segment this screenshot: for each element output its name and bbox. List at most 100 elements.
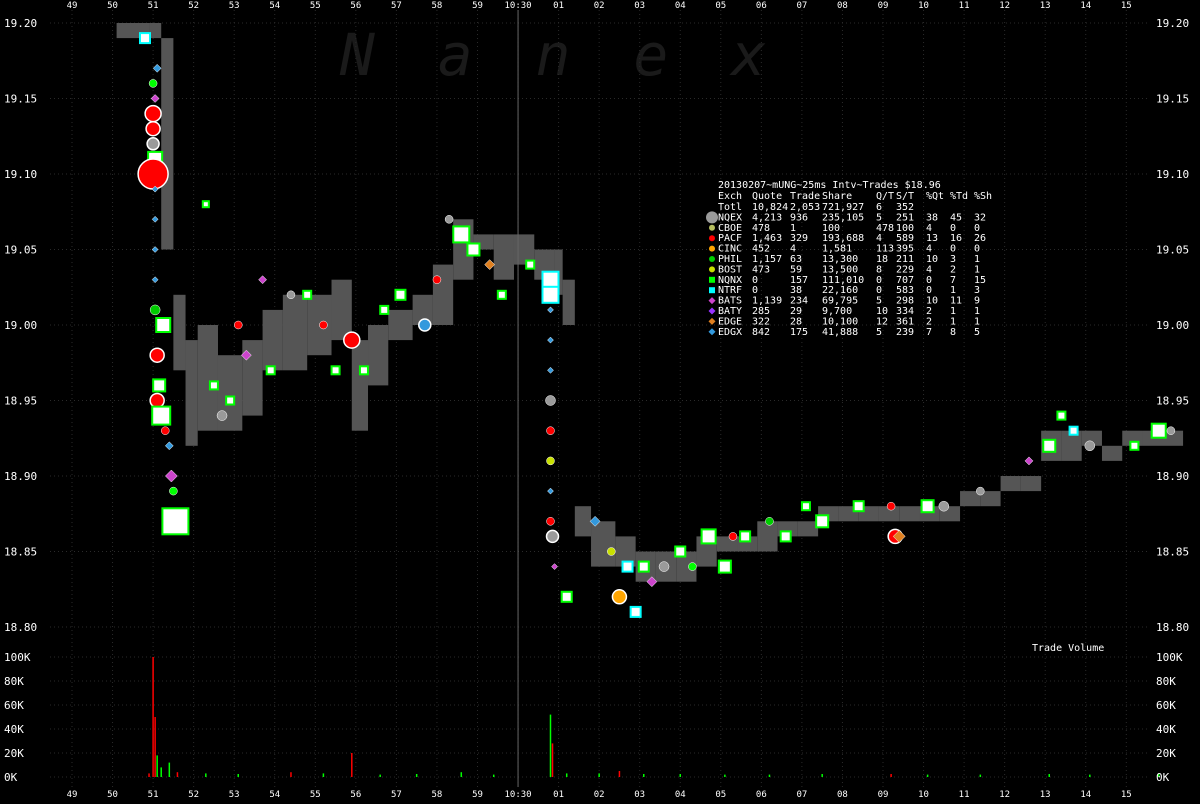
nbbo-segment (197, 325, 218, 431)
price-tick-label: 19.00 (1156, 319, 1189, 332)
stats-cell-exch: PHIL (718, 254, 742, 265)
trade-marker-nqnx (560, 590, 573, 603)
stats-cell-share: 111,010 (822, 275, 864, 286)
stats-cell-pqt: 4 (926, 244, 932, 255)
stats-cell-psh: 1 (974, 264, 980, 275)
stats-cell-pqt: 10 (926, 296, 938, 307)
stats-cell-quote: 478 (752, 223, 770, 234)
legend-marker-ntrf (709, 287, 715, 294)
time-tick-label: 50 (107, 1, 118, 11)
stats-cell-share: 1,581 (822, 244, 852, 255)
legend-marker-edge (708, 317, 716, 325)
stats-cell-st: 334 (896, 306, 914, 317)
trade-marker-pacf (161, 426, 170, 435)
trade-marker-bats (646, 576, 658, 588)
stats-cell-trade: 157 (790, 275, 808, 286)
volume-tick-label: 20K (1156, 747, 1176, 760)
time-axis-bottom: 49 50 51 52 53 54 55 56 57 58 59 10:30 01 02 03 04 05 06 0… (67, 790, 1132, 800)
trade-marker-ntrf (621, 560, 634, 573)
trade-marker-pacf (144, 104, 162, 123)
stats-cell-ptd: 1 (950, 316, 956, 327)
trade-marker-nqex (545, 395, 556, 406)
nbbo-segment (1061, 430, 1082, 461)
volume-tick-label: 80K (4, 675, 24, 688)
trade-marker-nqnx (358, 365, 369, 376)
trade-marker-edgx (151, 276, 159, 284)
trade-marker-bost (607, 547, 616, 556)
stats-cell-trade: 936 (790, 212, 808, 223)
stats-cell-st: 707 (896, 275, 914, 286)
trade-marker-ntrf (138, 32, 151, 45)
stats-cell-pqt: 0 (926, 285, 932, 296)
trade-marker-nqnx (779, 530, 792, 543)
trade-marker-nqex (658, 561, 670, 572)
trade-marker-nqnx (394, 288, 407, 301)
trade-marker-bats (241, 349, 252, 361)
trade-marker-pacf (137, 158, 169, 190)
nbbo-segment (1020, 476, 1042, 492)
stats-cell-qt: 5 (876, 212, 882, 223)
time-tick-label: 13 (1040, 790, 1051, 800)
trade-marker-nqnx (208, 380, 219, 391)
stats-cell-qt: 0 (876, 285, 882, 296)
trade-markers (137, 32, 1176, 618)
trade-marker-ntrf (1068, 425, 1079, 436)
trade-marker-nqex (976, 486, 985, 496)
legend-marker-cinc (709, 245, 715, 252)
stats-cell-share: 9,700 (822, 306, 852, 317)
trade-marker-edgx (152, 63, 162, 73)
stats-cell-pqt: 7 (926, 327, 932, 338)
grid-lines (50, 10, 1150, 787)
stats-cell-psh: 3 (974, 285, 980, 296)
trade-marker-nqnx (674, 545, 687, 558)
stats-cell-ptd: 8 (950, 327, 956, 338)
trade-marker-pacf (886, 501, 896, 511)
stats-cell-pqt: 2 (926, 316, 932, 327)
time-tick-label: 49 (67, 790, 78, 800)
volume-tick-label: 80K (1156, 675, 1176, 688)
time-tick-label: 50 (107, 790, 118, 800)
watermark-text: N a n e x (339, 21, 780, 89)
trade-marker-nqex (444, 215, 454, 224)
stats-cell-exch: CINC (718, 244, 742, 255)
stats-cell-quote: 322 (752, 316, 770, 327)
stats-cell-exch: BATS (718, 296, 742, 307)
time-tick-label: 02 (594, 1, 605, 11)
stats-cell-trade: 175 (790, 327, 808, 338)
trade-marker-nqnx (225, 395, 236, 406)
stats-cell-psh: 0 (974, 244, 980, 255)
trade-marker-bost (546, 456, 555, 466)
trade-marker-phil (149, 304, 161, 316)
legend-marker-nqex (706, 211, 718, 224)
stats-cell-trade: 329 (790, 233, 808, 244)
trade-marker-nqnx (151, 405, 172, 426)
nbbo-segment (282, 294, 308, 371)
trade-marker-nqnx (155, 317, 172, 333)
time-tick-label: 54 (269, 790, 280, 800)
time-tick-label: 56 (350, 1, 361, 11)
time-tick-label: 10 (918, 1, 929, 11)
stats-cell-ptd: 11 (950, 296, 962, 307)
exchange-stats-table: 20130207~mUNG~25ms Intv~Trades $18.96 Ex… (706, 180, 992, 338)
time-tick-label: 58 (432, 790, 443, 800)
stats-column-header: Trade (790, 191, 820, 202)
volume-tick-label: 60K (1156, 699, 1176, 712)
trade-marker-pacf (546, 426, 555, 435)
volume-axis: 100K 100K 80K 80K 60K 60K 40K 40K 20K 20K 0K 0K (4, 651, 1183, 784)
time-tick-label: 15 (1121, 790, 1132, 800)
nbbo-segment (412, 294, 433, 325)
time-tick-label: 07 (796, 1, 807, 11)
stats-cell-qt: 5 (876, 296, 882, 307)
price-tick-label: 18.85 (4, 546, 37, 559)
legend-marker-cboe (709, 224, 715, 231)
stats-cell-trade: 28 (790, 316, 802, 327)
trade-marker-nqex (1166, 426, 1176, 435)
nbbo-segment (676, 551, 697, 582)
trade-marker-nqex (146, 137, 160, 151)
stats-column-header: Share (822, 191, 852, 202)
price-tick-label: 19.10 (4, 168, 37, 181)
volume-tick-label: 100K (1156, 651, 1183, 664)
trade-marker-nqex (1084, 440, 1096, 452)
stats-cell-psh: 1 (974, 306, 980, 317)
stats-cell-quote: 842 (752, 327, 770, 338)
